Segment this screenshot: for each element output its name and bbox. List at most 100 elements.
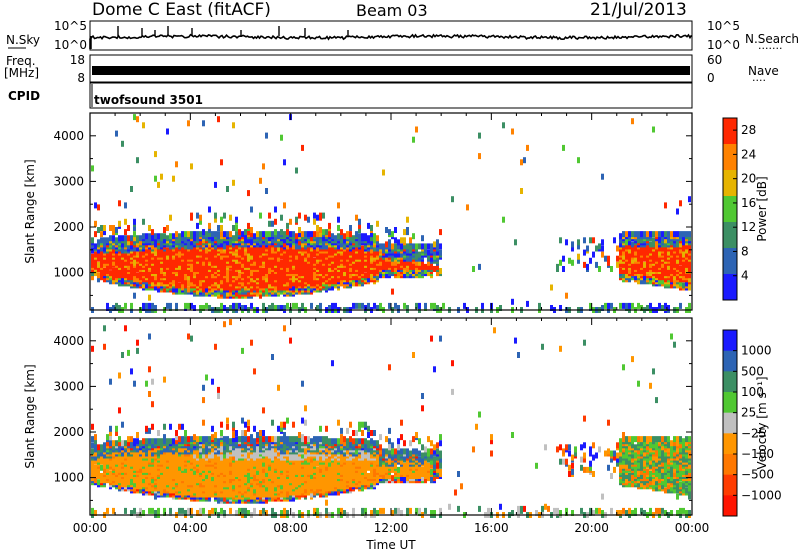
range-cell xyxy=(277,245,280,252)
range-cell xyxy=(478,132,481,139)
range-cell xyxy=(166,438,169,445)
range-cell xyxy=(133,245,136,252)
range-cell xyxy=(565,292,568,299)
range-cell xyxy=(388,302,391,309)
range-cell xyxy=(295,302,298,309)
range-cell xyxy=(259,274,262,281)
range-cell xyxy=(322,255,325,262)
range-cell xyxy=(136,432,139,438)
range-cell xyxy=(121,440,124,447)
range-cell xyxy=(211,425,214,432)
noise-right-tick-bottom: 10^0 xyxy=(707,38,740,52)
range-cell xyxy=(226,243,229,250)
range-cell xyxy=(667,231,670,238)
range-cell xyxy=(406,227,409,233)
range-cell xyxy=(631,257,634,264)
range-cell xyxy=(133,268,136,274)
range-cell xyxy=(601,245,604,252)
range-cell xyxy=(577,243,580,250)
range-cell xyxy=(301,302,304,309)
range-cell xyxy=(370,239,373,246)
range-cell xyxy=(109,225,112,231)
range-cell xyxy=(217,231,220,238)
range-cell xyxy=(292,280,295,287)
range-cell xyxy=(172,438,175,445)
range-cell xyxy=(178,255,181,262)
range-cell xyxy=(595,261,598,268)
range-cell xyxy=(430,302,433,309)
range-cell xyxy=(307,231,310,238)
range-cell xyxy=(208,481,211,488)
range-cell xyxy=(238,272,241,279)
range-cell xyxy=(259,177,262,184)
range-cell xyxy=(160,487,163,494)
range-cell xyxy=(196,231,199,238)
range-cell xyxy=(160,438,163,445)
range-cell xyxy=(151,280,154,287)
range-cell xyxy=(97,239,100,246)
range-cell xyxy=(568,257,571,264)
range-cell xyxy=(337,259,340,266)
range-cell xyxy=(301,241,304,248)
colorbar-segment xyxy=(723,248,737,275)
range-cell xyxy=(655,231,658,238)
range-cell xyxy=(301,235,304,242)
range-cell xyxy=(133,235,136,242)
range-cell xyxy=(658,274,661,281)
range-cell xyxy=(166,302,169,309)
range-cell xyxy=(130,270,133,277)
range-cell xyxy=(124,507,127,514)
range-cell xyxy=(232,436,235,443)
range-cell xyxy=(622,253,625,260)
range-cell xyxy=(175,430,178,436)
range-cell xyxy=(439,229,442,236)
range-cell xyxy=(271,302,274,309)
range-cell xyxy=(196,212,199,219)
range-cell xyxy=(157,438,160,445)
range-cell xyxy=(472,266,475,272)
range-cell xyxy=(130,436,133,443)
range-cell xyxy=(130,235,133,242)
range-cell xyxy=(316,225,319,231)
range-cell xyxy=(325,259,328,266)
range-cell xyxy=(661,261,664,268)
range-cell xyxy=(229,468,232,475)
range-cell xyxy=(658,257,661,264)
range-cell xyxy=(367,235,370,242)
range-cell xyxy=(616,255,619,262)
range-cell xyxy=(148,237,151,244)
range-cell xyxy=(259,249,262,256)
range-cell xyxy=(451,196,454,203)
range-cell xyxy=(94,243,97,250)
range-cell xyxy=(148,473,151,479)
range-cell xyxy=(331,261,334,268)
range-cell xyxy=(115,430,118,436)
range-cell xyxy=(154,446,157,453)
range-cell xyxy=(379,302,382,309)
range-cell xyxy=(304,231,307,238)
freq-left-tick-top: 18 xyxy=(70,53,85,67)
range-cell xyxy=(190,436,193,443)
range-cell xyxy=(184,231,187,238)
range-cell xyxy=(124,235,127,242)
range-cell xyxy=(175,438,178,445)
range-cell xyxy=(199,218,202,225)
range-cell xyxy=(97,251,100,258)
range-cell xyxy=(166,225,169,231)
range-cell xyxy=(274,229,277,236)
range-cell xyxy=(286,243,289,250)
range-cell xyxy=(106,440,109,447)
range-cell xyxy=(175,302,178,309)
range-cell xyxy=(256,231,259,238)
range-cell xyxy=(91,462,94,469)
range-cell xyxy=(205,302,208,309)
range-cell xyxy=(97,473,100,479)
range-cell xyxy=(142,233,145,240)
range-cell xyxy=(193,305,196,311)
range-cell xyxy=(673,231,676,238)
range-cell xyxy=(679,280,682,287)
nsky-label: N.Sky xyxy=(6,33,41,47)
range-cell xyxy=(103,229,106,236)
range-cell xyxy=(322,243,325,250)
range-cell xyxy=(412,233,415,240)
